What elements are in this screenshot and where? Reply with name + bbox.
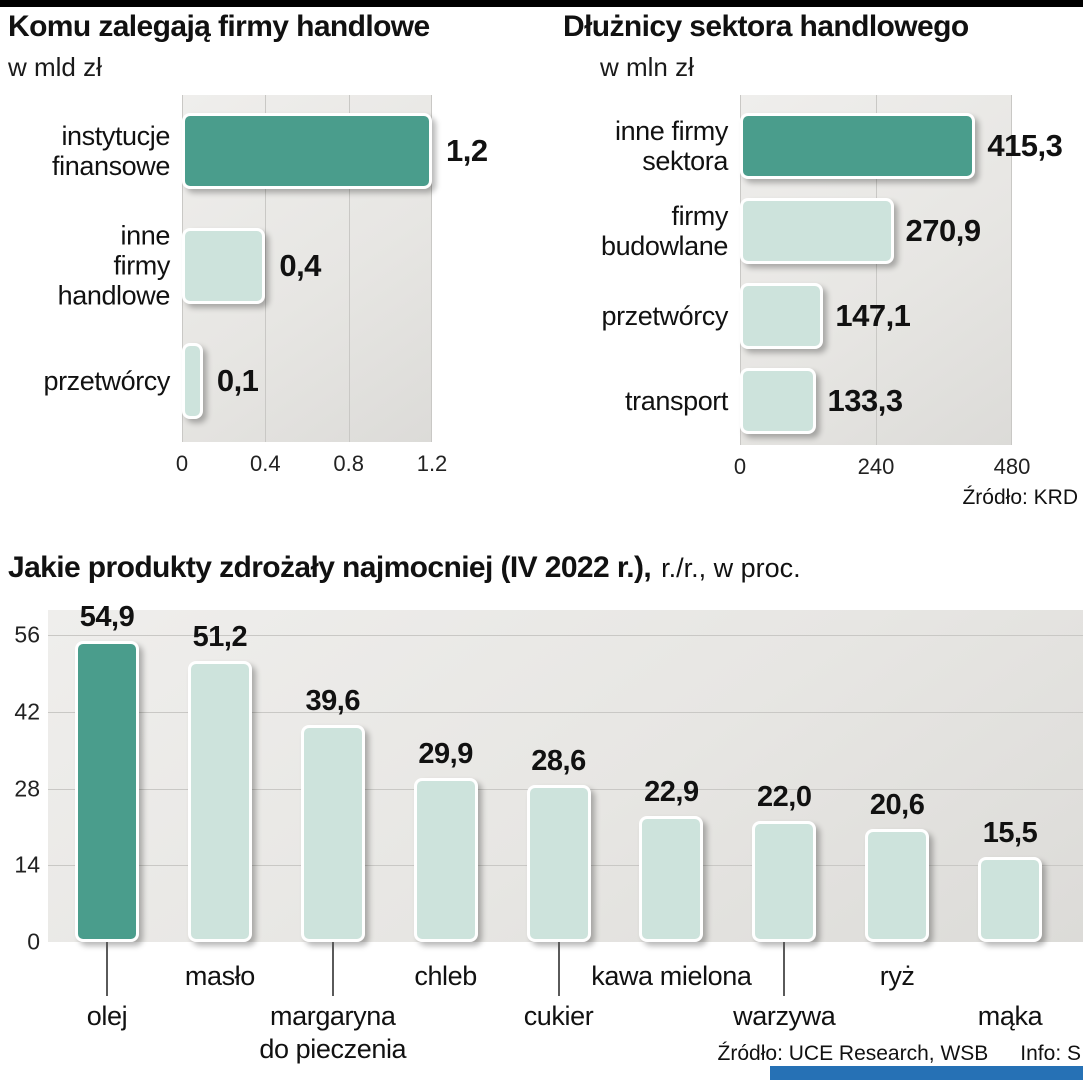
chart-debtors-title: Dłużnicy sektora handlowego [563, 10, 969, 43]
bar-inne-firmy-handlowe [182, 228, 266, 304]
chart-owed-title: Komu zalegają firmy handlowe [8, 10, 430, 43]
value-label: 28,6 [531, 745, 586, 778]
value-label: 15,5 [982, 817, 1038, 850]
category-tick-line [331, 942, 334, 996]
top-border-bar [0, 0, 1083, 7]
y-axis-tick-label: 28 [14, 775, 40, 801]
bar-cukier [526, 785, 591, 942]
value-label: 147,1 [835, 298, 911, 333]
gridline [876, 95, 877, 445]
bar-kawa-mielona [639, 816, 704, 942]
category-label: cukier [523, 1001, 594, 1031]
value-label: 54,9 [79, 601, 135, 634]
category-label: transport [625, 385, 728, 416]
value-label: 0,4 [279, 248, 321, 283]
category-label: instytucje finansowe [52, 120, 170, 181]
bar-ryż [865, 829, 930, 942]
value-label: 0,1 [216, 363, 259, 398]
x-axis-tick-label: 480 [993, 454, 1031, 479]
bar-inne-firmy-sektora [740, 113, 976, 179]
gridline [48, 711, 1083, 713]
chart-products-title-bold: Jakie produkty zdrożały najmocniej (IV 2… [8, 551, 652, 584]
chart-products-title-suffix: r./r., w proc. [661, 553, 801, 583]
gridline [740, 95, 741, 445]
bar-przetwórcy [182, 343, 203, 419]
category-tick-line [106, 942, 108, 996]
value-label: 22,0 [757, 781, 812, 814]
category-label: margaryna do pieczenia [259, 1001, 407, 1064]
category-label: ryż [879, 961, 915, 991]
category-label: mąka [977, 1001, 1043, 1031]
value-label: 20,6 [869, 789, 925, 822]
source-bottom-left: Źródło: UCE Research, WSB [717, 1042, 989, 1065]
category-label: inne firmy sektora [614, 115, 728, 176]
value-label: 415,3 [987, 128, 1063, 163]
value-label: 1,2 [446, 133, 488, 168]
category-label: firmy budowlane [600, 200, 728, 261]
value-label: 29,9 [418, 738, 473, 771]
bar-przetwórcy [740, 283, 824, 349]
chart-owed-subtitle: w mld zł [8, 52, 102, 82]
gridline [1011, 95, 1012, 445]
category-tick-line [783, 942, 786, 996]
category-label: kawa mielona [591, 961, 752, 991]
gridline [48, 635, 1083, 636]
chart-debtors-subtitle: w mln zł [600, 52, 694, 82]
y-axis-tick-label: 56 [14, 621, 40, 648]
x-axis-tick-label: 0.8 [333, 451, 364, 476]
bottom-accent-bar [770, 1066, 1083, 1080]
category-label: masło [184, 961, 255, 991]
chart-debtors-plot-area [740, 95, 1012, 445]
gridline [431, 95, 432, 442]
gridline [265, 95, 267, 442]
value-label: 133,3 [827, 383, 904, 418]
chart-products-title: Jakie produkty zdrożały najmocniej (IV 2… [8, 551, 801, 585]
category-label: przetwórcy [43, 365, 170, 396]
y-axis-tick-label: 0 [27, 928, 40, 955]
x-axis-tick-label: 0 [733, 454, 747, 479]
category-label: przetwórcy [601, 300, 728, 331]
bar-mąka [978, 857, 1042, 942]
chart-owed-plot-area [182, 95, 432, 442]
bar-warzywa [752, 821, 817, 942]
y-axis-tick-label: 42 [14, 698, 40, 725]
x-axis-tick-label: 0.4 [250, 451, 281, 476]
value-label: 270,9 [905, 213, 982, 248]
bar-chleb [413, 778, 478, 942]
category-label: olej [86, 1001, 128, 1031]
source-bottom-right: Info: S [1020, 1042, 1081, 1065]
source-krd: Źródło: KRD [962, 486, 1078, 509]
bar-masło [187, 661, 252, 942]
category-label: warzywa [733, 1001, 836, 1031]
source-bottom: Źródło: UCE Research, WSB Info: S [718, 1042, 1081, 1066]
value-label: 22,9 [644, 776, 699, 809]
bar-firmy-budowlane [740, 198, 894, 264]
bar-transport [740, 368, 816, 434]
value-label: 51,2 [192, 621, 248, 654]
category-tick-line [557, 942, 560, 996]
bar-olej [75, 641, 139, 942]
category-label: chleb [414, 961, 477, 991]
chart-products-plot-area [48, 610, 1083, 942]
value-label: 39,6 [305, 684, 361, 717]
y-axis-tick-label: 14 [14, 851, 40, 878]
x-axis-tick-label: 0 [175, 451, 189, 476]
gridline [348, 95, 350, 442]
bar-margaryna-do-pieczenia [300, 724, 365, 942]
bar-instytucje-finansowe [182, 113, 432, 189]
x-axis-tick-label: 1.2 [416, 451, 448, 476]
category-label: inne firmy handlowe [57, 220, 171, 312]
x-axis-tick-label: 240 [857, 454, 895, 479]
